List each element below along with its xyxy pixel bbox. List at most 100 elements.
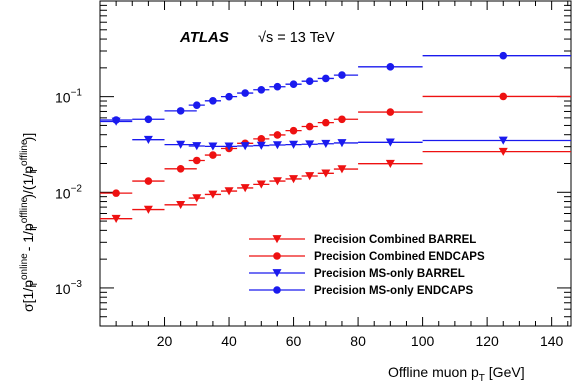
data-point bbox=[176, 200, 186, 210]
data-point bbox=[338, 71, 346, 79]
data-point bbox=[192, 156, 201, 165]
data-point bbox=[240, 142, 250, 151]
data-point bbox=[498, 136, 508, 145]
series-2 bbox=[100, 117, 571, 151]
data-point bbox=[385, 159, 395, 168]
data-point bbox=[112, 116, 120, 124]
y-axis-title: σ[1/ponlineT - 1/pofflineT)/(1/pofflineT… bbox=[19, 133, 40, 312]
data-point bbox=[273, 82, 282, 91]
data-point bbox=[144, 115, 153, 124]
y-axis-title-part2: T bbox=[29, 281, 40, 287]
x-tick-label: 20 bbox=[157, 333, 173, 349]
y-axis-title-part1: online bbox=[19, 253, 30, 280]
data-point bbox=[256, 141, 266, 150]
data-point bbox=[240, 184, 250, 193]
y-axis-title-part3: - 1/p bbox=[20, 223, 36, 255]
y-tick-label: 10−3 bbox=[55, 279, 82, 297]
legend-item: Precision MS-only ENDCAPS bbox=[249, 285, 473, 297]
legend-label: Precision Combined BARREL bbox=[314, 234, 476, 246]
y-tick-label: 10−2 bbox=[55, 183, 82, 201]
data-point bbox=[272, 141, 282, 150]
data-point bbox=[224, 187, 234, 196]
data-point bbox=[176, 140, 186, 149]
data-point bbox=[321, 169, 331, 178]
legend-label: Precision MS-only ENDCAPS bbox=[314, 285, 473, 297]
data-point bbox=[321, 139, 331, 148]
data-point bbox=[499, 51, 508, 60]
legend: Precision Combined BARREL Precision Combi… bbox=[249, 234, 485, 297]
data-point bbox=[225, 92, 233, 101]
data-point bbox=[272, 177, 282, 186]
data-point bbox=[144, 177, 153, 185]
data-point bbox=[305, 140, 315, 149]
data-point bbox=[337, 165, 347, 174]
data-point bbox=[337, 139, 347, 148]
data-point bbox=[192, 142, 202, 151]
x-axis-title-unit: [GeV] bbox=[485, 364, 525, 380]
data-point bbox=[209, 151, 217, 159]
y-tick-label: 10−1 bbox=[55, 88, 82, 106]
data-point bbox=[192, 101, 201, 109]
y-axis-title-part7: offline bbox=[19, 139, 30, 166]
x-axis-title-main: Offline muon p bbox=[388, 364, 479, 380]
data-point bbox=[111, 214, 121, 223]
axis-ticks bbox=[100, 0, 571, 327]
data-point bbox=[176, 107, 185, 115]
data-point bbox=[338, 115, 346, 124]
data-point bbox=[289, 80, 298, 88]
x-tick-label: 60 bbox=[286, 333, 302, 349]
series-0 bbox=[100, 147, 571, 223]
energy-label: √s = 13 TeV bbox=[258, 30, 335, 46]
data-point bbox=[224, 142, 234, 151]
atlas-label: ATLAS bbox=[179, 29, 229, 46]
legend-label: Precision MS-only BARREL bbox=[314, 268, 465, 280]
y-axis-title-part4: offline bbox=[19, 196, 30, 223]
data-point bbox=[208, 142, 218, 151]
x-tick-label: 120 bbox=[475, 333, 499, 349]
series-3 bbox=[100, 51, 571, 124]
data-point bbox=[257, 85, 266, 94]
legend-marker bbox=[272, 235, 282, 244]
data-point bbox=[256, 180, 266, 189]
data-point bbox=[385, 138, 395, 147]
y-axis-title-part5: T bbox=[29, 225, 40, 231]
data-point bbox=[208, 190, 218, 199]
series-layer bbox=[100, 51, 571, 223]
data-point bbox=[143, 135, 153, 144]
legend-label: Precision Combined ENDCAPS bbox=[314, 251, 485, 263]
data-point bbox=[273, 131, 282, 139]
x-axis-title-sub: T bbox=[479, 373, 485, 384]
data-point bbox=[386, 63, 395, 71]
data-point bbox=[386, 108, 395, 116]
legend-item: Precision Combined ENDCAPS bbox=[249, 251, 485, 263]
x-tick-label: 140 bbox=[540, 333, 564, 349]
data-point bbox=[498, 147, 508, 156]
y-axis-title-part9: )] bbox=[20, 133, 36, 142]
data-point bbox=[192, 194, 202, 203]
y-axis-title-part6: )/(1/p bbox=[20, 166, 36, 199]
legend-marker bbox=[273, 286, 281, 294]
legend-item: Precision MS-only BARREL bbox=[249, 268, 465, 280]
legend-marker bbox=[273, 252, 281, 260]
data-point bbox=[257, 135, 266, 143]
y-tick-labels: 10−3 10−2 10−1 bbox=[55, 88, 82, 297]
legend-marker bbox=[272, 269, 282, 278]
data-point bbox=[499, 92, 508, 101]
x-tick-labels: 20 40 60 80 100 120 140 bbox=[157, 333, 564, 349]
data-point bbox=[241, 89, 249, 97]
data-point bbox=[209, 96, 217, 105]
legend-item: Precision Combined BARREL bbox=[249, 234, 476, 246]
data-point bbox=[143, 205, 153, 214]
x-tick-label: 100 bbox=[411, 333, 435, 349]
data-point bbox=[305, 77, 314, 86]
series-1 bbox=[100, 92, 571, 197]
data-point bbox=[322, 74, 330, 83]
y-axis-title-part0: σ[1/p bbox=[20, 280, 36, 312]
data-point bbox=[322, 118, 330, 127]
data-point bbox=[289, 126, 298, 135]
x-tick-label: 80 bbox=[350, 333, 366, 349]
data-point bbox=[176, 165, 185, 173]
y-axis-title-part8: T bbox=[29, 167, 40, 173]
data-point bbox=[305, 122, 314, 131]
